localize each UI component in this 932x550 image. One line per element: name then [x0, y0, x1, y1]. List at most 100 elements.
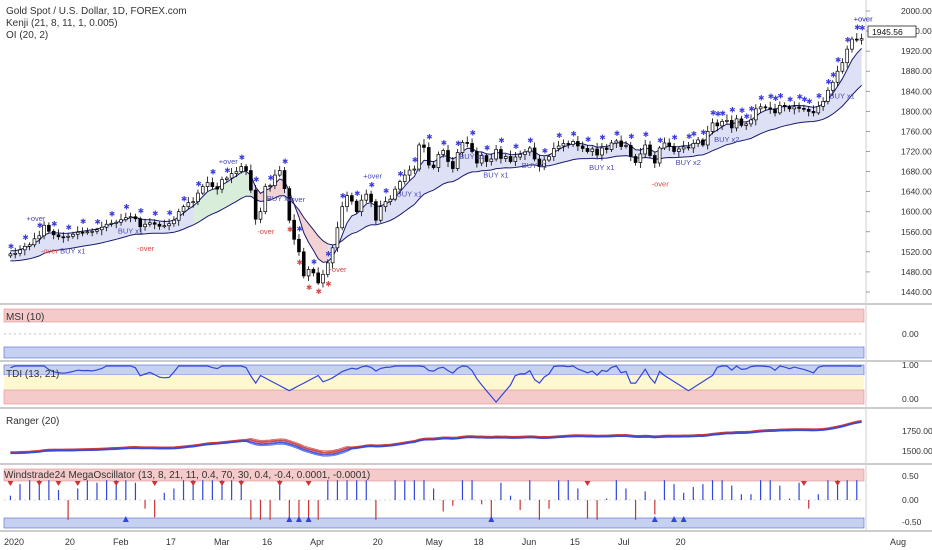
signal-star: ✱ [787, 95, 794, 104]
candle-up [306, 269, 311, 277]
signal-star: ✱ [720, 109, 727, 118]
mega-legend: Windstrade24 MegaOscillator (13, 8, 21, … [4, 470, 370, 481]
candle-up [821, 100, 825, 107]
candle-down [350, 195, 354, 202]
candle-up [345, 195, 349, 208]
candle-down [532, 147, 537, 160]
candle-up [460, 142, 465, 153]
signal-star: ✱ [484, 143, 491, 152]
mega-triangle-down [36, 481, 43, 486]
candle-up [417, 144, 421, 170]
candle-down [138, 218, 143, 228]
price-tick-label: 1840.00 [901, 86, 932, 96]
price-axis[interactable]: 2000.00 1960.00 1920.00 1880.00 1840.00 1800.… [866, 6, 932, 297]
signal-star: ✱ [806, 97, 813, 106]
candle-down [797, 106, 801, 109]
candle-up [167, 223, 171, 227]
candle-up [330, 247, 335, 264]
candle-down [854, 38, 859, 41]
candle-up [518, 154, 522, 158]
candle-down [576, 141, 580, 147]
candle-up [220, 179, 224, 190]
candle-down [253, 189, 258, 220]
date-tick-label: 2020 [4, 537, 24, 547]
candle-up [556, 145, 561, 149]
signal-star: ✱ [167, 209, 174, 218]
candle-up [388, 198, 393, 203]
candle-down [297, 238, 301, 253]
candle-down [484, 155, 489, 162]
candle-down [446, 150, 450, 162]
candle-up [398, 181, 402, 190]
signal-annotations: BUY x1 BUY x1 BUY x2 BUY x1 BUY x1 BUY x1 BUY … [60, 91, 855, 255]
candle-up [638, 153, 643, 163]
date-tick-label: 20 [676, 537, 686, 547]
mega-pane: Windstrade24 MegaOscillator (13, 8, 21, … [3, 468, 922, 529]
buy-label: BUY x1 [483, 171, 508, 180]
candle-up [552, 148, 556, 157]
candle-up [681, 146, 686, 150]
candle-down [768, 107, 773, 110]
tdi-legend: TDI (13, 21) [6, 369, 59, 380]
over-annotations: +over -over -over +over -over +over -over +over… [26, 15, 873, 274]
buy-label: BUY x1 [459, 152, 484, 161]
candle-up [691, 143, 696, 149]
candle-up [792, 106, 797, 110]
candle-down [566, 143, 571, 145]
candle-down [537, 158, 542, 167]
candle-up [258, 211, 263, 220]
signal-star: ✱ [210, 168, 217, 177]
mega-triangle-down [113, 481, 120, 486]
candle-up [513, 156, 518, 162]
candle-up [643, 144, 647, 155]
candle-up [162, 225, 167, 228]
kenji-lower-line [10, 84, 862, 262]
mega-triangle-up [488, 516, 495, 522]
over-plus-label: +over [854, 15, 873, 24]
candle-down [701, 139, 705, 146]
price-tick-label: 1760.00 [901, 126, 932, 136]
signal-star: ✱ [253, 175, 260, 184]
date-tick-label: Jul [618, 537, 630, 547]
candle-down [61, 236, 66, 239]
signal-star: ✱ [80, 217, 87, 226]
signal-star: ✱ [585, 135, 592, 144]
signal-star: ✱ [470, 128, 477, 137]
candle-up [657, 147, 662, 164]
date-axis[interactable]: 2020 20 Feb 17 Mar 16 Apr 20 May 18 Jun 15 Jul 20 Aug [4, 537, 906, 547]
candle-down [80, 231, 85, 234]
date-tick-label: May [426, 537, 444, 547]
signal-star: ✱ [412, 156, 419, 165]
signal-star: ✱ [628, 132, 635, 141]
candle-up [696, 139, 700, 144]
last-price-box: 1945.56 [867, 25, 917, 38]
candle-down [595, 148, 599, 156]
candle-up [128, 216, 133, 219]
candle-down [811, 111, 816, 114]
signal-star: ✱ [835, 56, 842, 65]
tdi-pane: TDI (13, 21) 1.00 0.00 [3, 360, 919, 405]
buy-label: BUY x2 [267, 194, 292, 203]
candle-down [47, 224, 51, 232]
mega-triangle-down [276, 481, 283, 486]
candle-down [422, 144, 426, 148]
candle-down [311, 269, 316, 274]
signal-star: ✱ [643, 130, 650, 139]
date-tick-label: 18 [474, 537, 484, 547]
signal-star: ✱ [325, 279, 332, 288]
candle-down [451, 161, 455, 169]
candle-up [705, 131, 710, 146]
price-tick-label: 1960.00 [901, 26, 932, 36]
signal-star: ✱ [287, 225, 294, 234]
candle-up [95, 229, 99, 232]
date-tick-label: 15 [570, 537, 580, 547]
mega-histogram [9, 480, 858, 520]
candle-down [244, 166, 248, 171]
signal-star: ✱ [383, 187, 390, 196]
candle-down [249, 170, 253, 191]
mega-triangle-down [74, 481, 81, 486]
candle-down [152, 222, 157, 225]
candle-up [561, 143, 566, 147]
candle-down [301, 251, 306, 277]
